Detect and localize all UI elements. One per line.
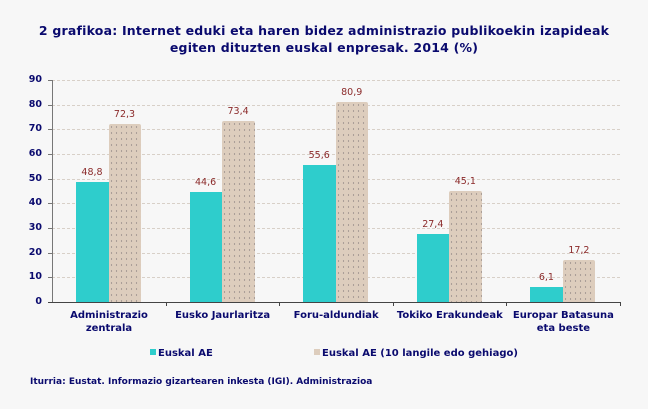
x-category-label: Administrazio zentrala xyxy=(70,310,148,334)
y-tick-mark xyxy=(48,178,52,180)
legend-label: Euskal AE (10 langile edo gehiago) xyxy=(322,348,518,359)
x-tick-mark xyxy=(392,302,394,306)
value-label: 48,8 xyxy=(81,166,103,178)
source-note: Iturria: Eustat. Informazio gizartearen … xyxy=(30,377,373,387)
bar-euskal-ae xyxy=(530,286,563,302)
y-tick-label: 30 xyxy=(28,222,42,233)
title-line-2: egiten dituzten euskal enpresak. 2014 (%… xyxy=(169,40,479,55)
bar-euskal-ae-10plus xyxy=(335,102,369,302)
y-tick-mark xyxy=(48,129,52,131)
x-category-label: Tokiko Erakundeak xyxy=(396,310,503,321)
y-tick-label: 10 xyxy=(28,271,42,283)
y-tick-mark xyxy=(48,80,52,81)
y-axis xyxy=(52,80,53,303)
legend-item-series2: Euskal AE (10 langile edo gehiago) xyxy=(314,348,518,359)
bar-euskal-ae xyxy=(76,181,109,302)
y-tick-mark xyxy=(48,277,52,279)
y-tick-mark xyxy=(48,104,52,106)
bar-euskal-ae-10plus xyxy=(108,123,141,302)
bar-euskal-ae-10plus xyxy=(562,259,596,302)
x-category-label: Eusko Jaurlaritza xyxy=(175,310,271,321)
title-line-1: 2 grafikoa: Internet eduki eta haren bid… xyxy=(38,23,610,38)
value-label: 73,4 xyxy=(227,105,249,117)
bar-euskal-ae-10plus xyxy=(449,190,482,302)
bar-euskal-ae-10plus xyxy=(222,120,255,302)
bar-euskal-ae xyxy=(189,192,223,302)
y-tick-label: 40 xyxy=(28,197,42,209)
y-tick-mark xyxy=(48,228,52,229)
x-tick-mark xyxy=(620,302,621,306)
y-tick-label: 20 xyxy=(28,246,42,258)
y-tick-label: 80 xyxy=(28,98,42,110)
x-axis xyxy=(48,302,621,303)
value-label: 44,6 xyxy=(195,176,217,188)
x-tick-mark xyxy=(165,302,167,306)
y-tick-mark xyxy=(48,252,52,254)
y-tick-label: 70 xyxy=(28,123,42,135)
gridline xyxy=(52,80,620,81)
value-label: 45,1 xyxy=(454,175,476,187)
y-tick-mark xyxy=(48,203,52,205)
value-label: 27,4 xyxy=(422,219,444,231)
legend-swatch-beige xyxy=(314,349,320,355)
y-tick-label: 50 xyxy=(28,172,42,184)
value-label: 55,6 xyxy=(308,149,330,161)
bar-euskal-ae xyxy=(303,164,336,302)
chart-title: 2 grafikoa: Internet eduki eta haren bid… xyxy=(0,22,648,56)
y-tick-label: 90 xyxy=(28,74,42,85)
x-category-label: Europar Batasuna eta beste xyxy=(512,310,614,334)
y-tick-label: 60 xyxy=(28,148,42,159)
value-label: 6,1 xyxy=(538,271,554,283)
y-tick-label: 0 xyxy=(35,296,42,307)
legend-item-series1: Euskal AE xyxy=(150,348,213,359)
x-category-label: Foru-aldundiak xyxy=(293,310,379,321)
value-label: 17,2 xyxy=(568,244,590,256)
y-tick-mark xyxy=(48,154,52,155)
value-label: 80,9 xyxy=(341,87,363,99)
legend-label: Euskal AE xyxy=(158,348,213,359)
legend-swatch-cyan xyxy=(150,349,156,355)
x-tick-mark xyxy=(506,302,508,306)
x-tick-mark xyxy=(279,302,281,306)
bar-euskal-ae xyxy=(416,234,450,302)
plot-area: 48,8 72,3 44,6 73,4 55,6 80,9 27,4 45,1 6,1 17,2 xyxy=(52,80,620,302)
value-label: 72,3 xyxy=(113,108,136,120)
